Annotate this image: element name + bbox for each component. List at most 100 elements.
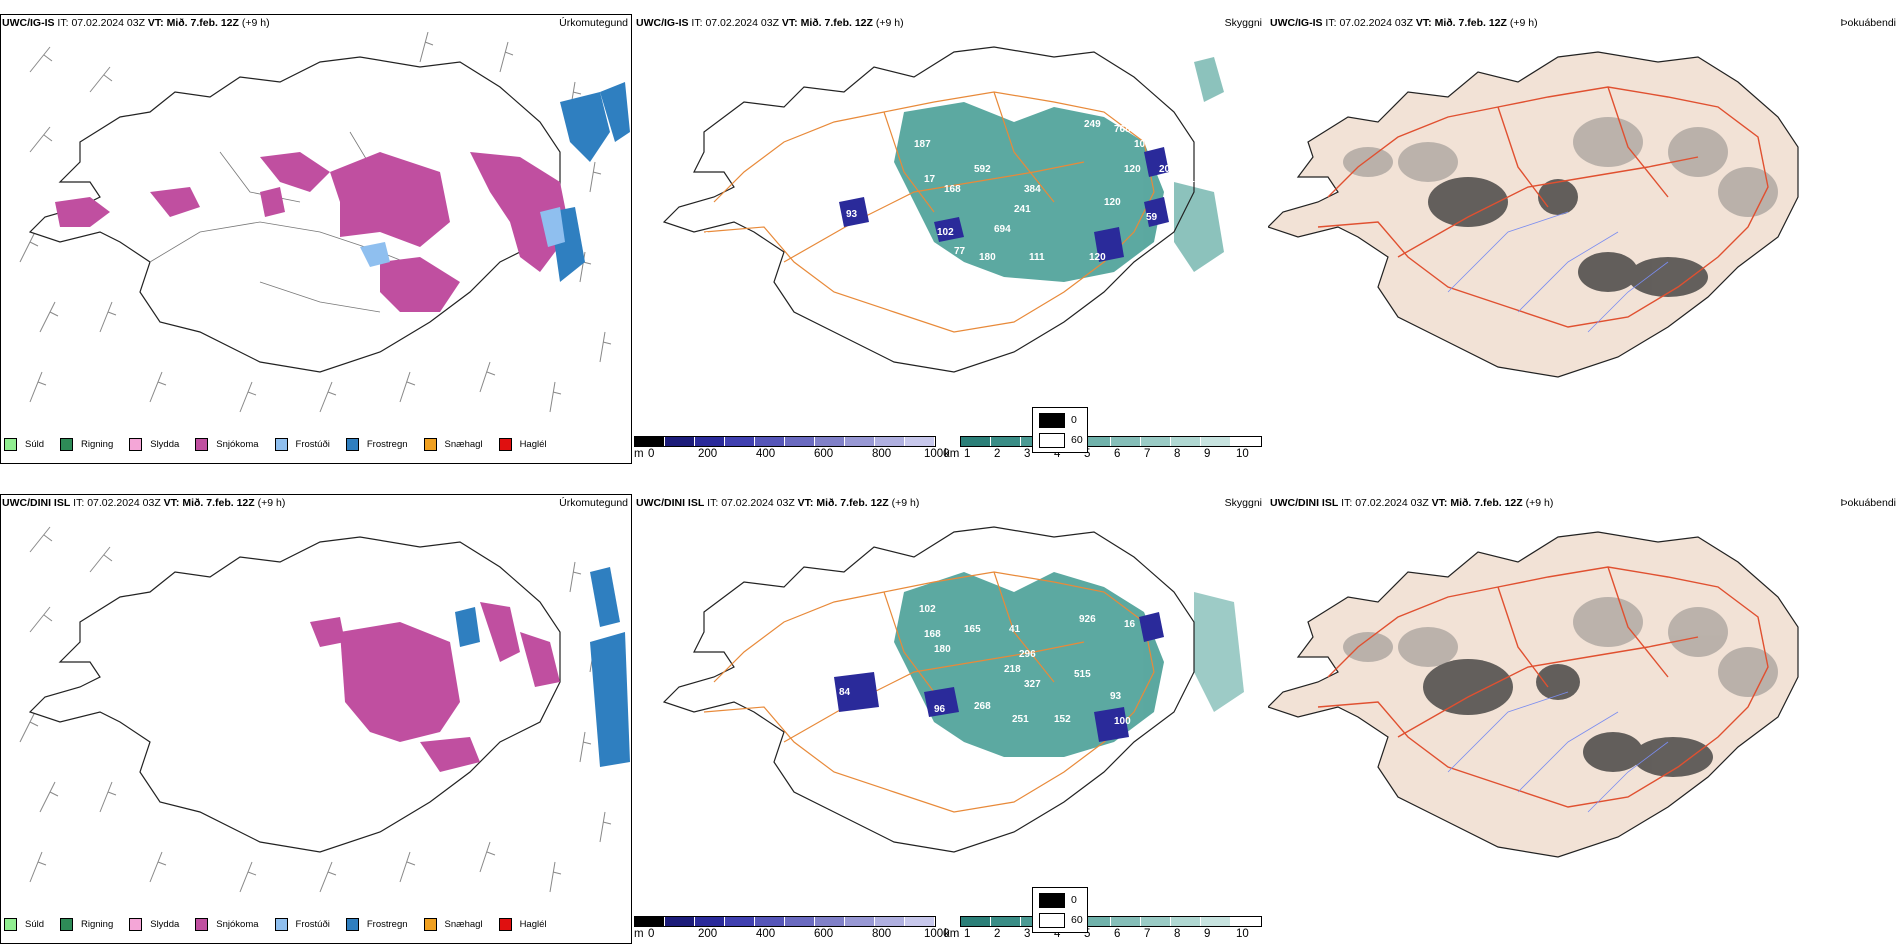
model-name: UWC/IG-IS bbox=[2, 17, 55, 29]
legend-item: Súld bbox=[4, 918, 44, 931]
vt-label: VT: bbox=[1431, 497, 1448, 509]
scale-tick: 200 bbox=[698, 448, 718, 460]
legend-item: Haglél bbox=[498, 438, 547, 451]
map-value-label: 88 bbox=[1142, 599, 1154, 610]
parameter-title: Þokuábendi bbox=[1840, 497, 1896, 509]
model-name: UWC/IG-IS bbox=[636, 17, 689, 29]
lead-time: (+9 h) bbox=[1525, 497, 1554, 509]
it-value: 07.02.2024 03Z bbox=[87, 497, 161, 509]
map-value-label: 168 bbox=[924, 629, 941, 640]
lead-time: (+9 h) bbox=[1509, 17, 1538, 29]
panel-fog: UWC/IG-IS IT: 07.02.2024 03Z VT: Mið. 7.… bbox=[1032, 14, 1900, 464]
scale-unit: km bbox=[944, 928, 960, 940]
legend-item: Haglél bbox=[498, 918, 547, 931]
map-value-label: 768 bbox=[1114, 124, 1131, 135]
scale-tick: 10 bbox=[1236, 928, 1249, 940]
legend-item: Rigning bbox=[60, 438, 113, 451]
map-value-label: 97 bbox=[856, 232, 868, 243]
legend-item: Snjókoma bbox=[195, 438, 259, 451]
scale-tick: 1 bbox=[964, 928, 971, 940]
iceland-outline bbox=[662, 46, 1195, 373]
ceiling-map: 720 191 187 17 168 592 249 768 109 120 2… bbox=[662, 46, 1224, 373]
ceiling-map: 102 165 168 180 41 296 926 16 88 246 218… bbox=[662, 526, 1244, 853]
lead-time: (+9 h) bbox=[257, 497, 286, 509]
scale-tick: 10 bbox=[1236, 448, 1249, 460]
map-value-label: 241 bbox=[1014, 204, 1031, 215]
legend-swatch bbox=[345, 918, 359, 931]
legend-swatch bbox=[60, 918, 74, 931]
scale-tick: 1 bbox=[964, 448, 971, 460]
legend-swatch bbox=[60, 438, 74, 451]
scale-tick: 200 bbox=[698, 928, 718, 940]
vt-value: Mið. 7.feb. 12Z bbox=[182, 497, 255, 509]
map-value-label: 251 bbox=[1012, 714, 1029, 725]
legend-item: Rigning bbox=[60, 918, 113, 931]
iceland-land bbox=[1268, 531, 1799, 858]
panel-header: UWC/DINI ISL IT: 07.02.2024 03Z VT: Mið.… bbox=[1270, 494, 1896, 512]
legend-label: Haglél bbox=[519, 919, 547, 930]
it-label: IT: bbox=[73, 497, 85, 509]
panel-precip-type: UWC/DINI ISL IT: 07.02.2024 03Z VT: Mið.… bbox=[0, 494, 632, 944]
rivers bbox=[1447, 691, 1669, 813]
snow-areas bbox=[310, 602, 560, 772]
scale-tick: 7 bbox=[1144, 448, 1151, 460]
legend-label: Rigning bbox=[81, 439, 114, 450]
map-value-label: 96 bbox=[934, 704, 946, 715]
scale-tick: 8 bbox=[1174, 448, 1181, 460]
scale-tick: 0 bbox=[648, 928, 655, 940]
freezing-areas bbox=[550, 82, 630, 282]
legend-item: Frostregn bbox=[345, 918, 408, 931]
freezing-areas bbox=[455, 567, 630, 767]
legend-label: Snjókoma bbox=[216, 439, 259, 450]
map-value-label: 515 bbox=[1074, 669, 1091, 680]
legend-item: Slydda bbox=[129, 918, 179, 931]
vt-label: VT: bbox=[1415, 17, 1432, 29]
vt-label: VT: bbox=[163, 497, 180, 509]
parameter-title: Úrkomutegund bbox=[559, 497, 628, 509]
scale-tick: 600 bbox=[814, 928, 834, 940]
roads bbox=[703, 91, 1155, 333]
map-value-label: 694 bbox=[994, 224, 1011, 235]
it-value: 07.02.2024 03Z bbox=[705, 17, 779, 29]
map-value-label: 93 bbox=[1110, 691, 1122, 702]
map-value-label: 327 bbox=[1024, 679, 1041, 690]
scale-tick: 9 bbox=[1204, 448, 1211, 460]
scale-tick: 5 bbox=[1084, 448, 1091, 460]
map-value-label: 720 bbox=[804, 149, 821, 160]
map-value-label: 17 bbox=[924, 174, 936, 185]
map-value-label: 111 bbox=[1029, 252, 1045, 263]
it-label: IT: bbox=[691, 17, 703, 29]
parameter-title: Úrkomutegund bbox=[559, 17, 628, 29]
legend-label: Snæhagl bbox=[444, 439, 483, 450]
it-label: IT: bbox=[57, 17, 69, 29]
map-value-label: 120 bbox=[1104, 197, 1121, 208]
map-value-label: 41 bbox=[1009, 624, 1021, 635]
legend-swatch bbox=[274, 438, 288, 451]
value-labels: 102 165 168 180 41 296 926 16 88 246 218… bbox=[839, 599, 1189, 727]
cloud-base-colorbar bbox=[634, 436, 936, 447]
map-value-label: 115 bbox=[704, 231, 721, 242]
scale-tick: 800 bbox=[872, 448, 892, 460]
it-label: IT: bbox=[707, 497, 719, 509]
panel-header: UWC/DINI ISL IT: 07.02.2024 03Z VT: Mið.… bbox=[636, 494, 1262, 512]
map-value-label: 59 bbox=[1146, 212, 1158, 223]
panel-ceiling-visibility: UWC/IG-IS IT: 07.02.2024 03Z VT: Mið. 7.… bbox=[634, 14, 1266, 464]
map-value-label: 92 bbox=[1164, 664, 1176, 675]
lead-time: (+9 h) bbox=[875, 17, 904, 29]
it-value: 07.02.2024 03Z bbox=[1355, 497, 1429, 509]
legend-label: Frostúði bbox=[295, 439, 330, 450]
map-value-label: 84 bbox=[1164, 679, 1176, 690]
fog-legend: 0 60 bbox=[1032, 887, 1088, 933]
row-dini-isl: UWC/DINI ISL IT: 07.02.2024 03Z VT: Mið.… bbox=[0, 480, 1900, 950]
vt-label: VT: bbox=[147, 17, 164, 29]
fog-map bbox=[1268, 531, 1799, 858]
map-value-label: 120 bbox=[1089, 252, 1106, 263]
legend-label: Frostúði bbox=[295, 919, 330, 930]
legend-label: Haglél bbox=[519, 439, 547, 450]
scale-tick: 2 bbox=[994, 448, 1001, 460]
it-value: 07.02.2024 03Z bbox=[721, 497, 795, 509]
legend-item: Snæhagl bbox=[423, 438, 483, 451]
it-value: 07.02.2024 03Z bbox=[71, 17, 145, 29]
fog-legend: 0 60 bbox=[1032, 407, 1088, 453]
legend-swatch bbox=[498, 438, 512, 451]
